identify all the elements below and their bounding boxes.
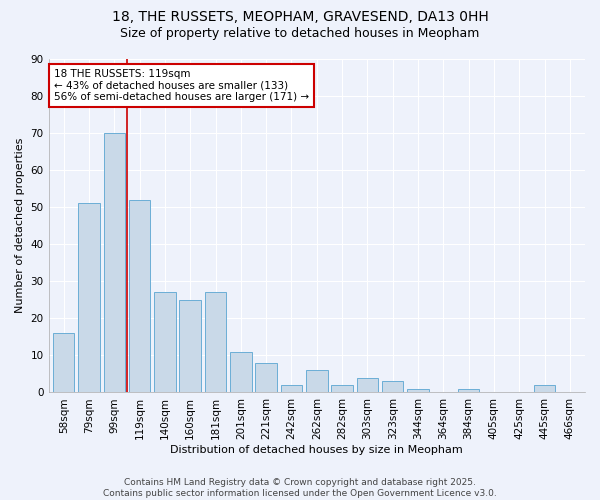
Bar: [306, 370, 328, 392]
Text: Size of property relative to detached houses in Meopham: Size of property relative to detached ho…: [121, 28, 479, 40]
Bar: [331, 385, 353, 392]
X-axis label: Distribution of detached houses by size in Meopham: Distribution of detached houses by size …: [170, 445, 463, 455]
Bar: [230, 352, 251, 393]
Bar: [129, 200, 151, 392]
Text: Contains HM Land Registry data © Crown copyright and database right 2025.
Contai: Contains HM Land Registry data © Crown c…: [103, 478, 497, 498]
Text: 18 THE RUSSETS: 119sqm
← 43% of detached houses are smaller (133)
56% of semi-de: 18 THE RUSSETS: 119sqm ← 43% of detached…: [54, 69, 309, 102]
Bar: [205, 292, 226, 392]
Bar: [382, 382, 403, 392]
Bar: [534, 385, 555, 392]
Bar: [458, 389, 479, 392]
Bar: [179, 300, 201, 392]
Bar: [256, 363, 277, 392]
Bar: [154, 292, 176, 392]
Bar: [356, 378, 378, 392]
Bar: [407, 389, 429, 392]
Text: 18, THE RUSSETS, MEOPHAM, GRAVESEND, DA13 0HH: 18, THE RUSSETS, MEOPHAM, GRAVESEND, DA1…: [112, 10, 488, 24]
Bar: [53, 333, 74, 392]
Bar: [104, 133, 125, 392]
Y-axis label: Number of detached properties: Number of detached properties: [15, 138, 25, 314]
Bar: [78, 204, 100, 392]
Bar: [281, 385, 302, 392]
